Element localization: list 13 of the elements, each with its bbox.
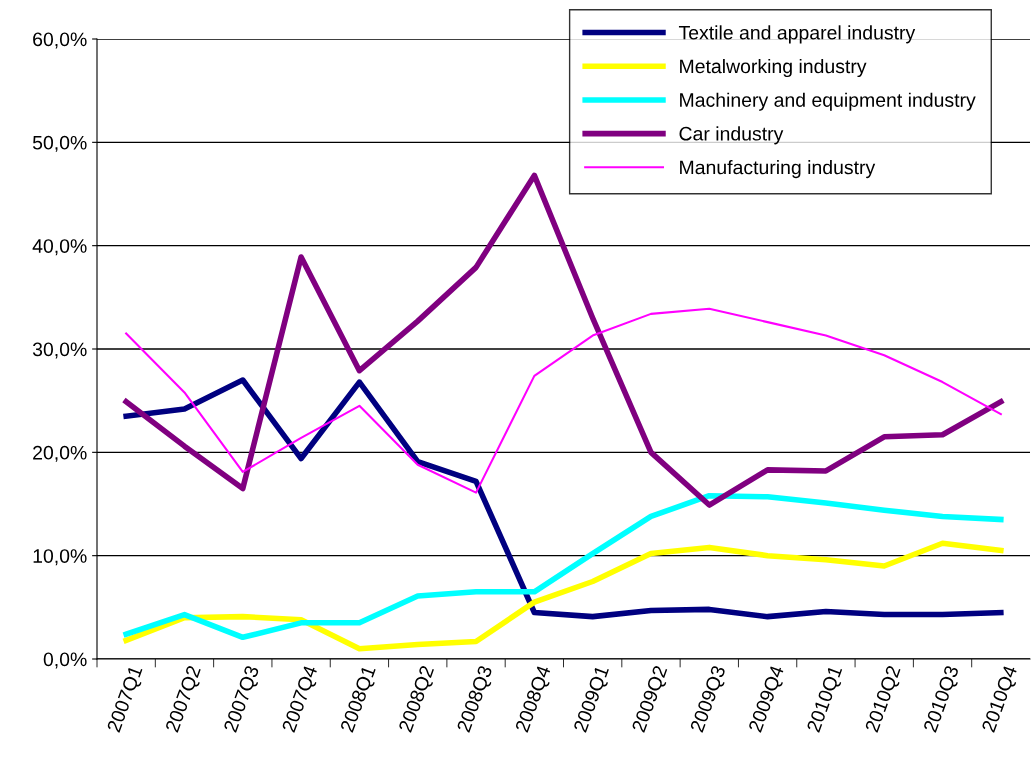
y-tick-label: 50,0%	[32, 135, 87, 152]
y-tick-label: 60,0%	[33, 32, 87, 49]
legend-label: Textile and apparel industry	[678, 25, 916, 44]
legend-label: Metalworking industry	[680, 58, 867, 78]
legend-label: Machinery and equipment industry	[680, 92, 976, 111]
y-tick-label: 30,0%	[32, 342, 87, 359]
y-tick-label: 20,0%	[33, 445, 87, 462]
line-series	[125, 307, 1002, 494]
legend-label: Car industry	[679, 126, 784, 145]
y-tick-label: 40,0%	[32, 239, 87, 256]
legend-label: Manufacturing industry	[680, 160, 876, 179]
y-tick-label: 10,0%	[33, 549, 87, 566]
y-tick-label: 0,0%	[43, 652, 87, 669]
